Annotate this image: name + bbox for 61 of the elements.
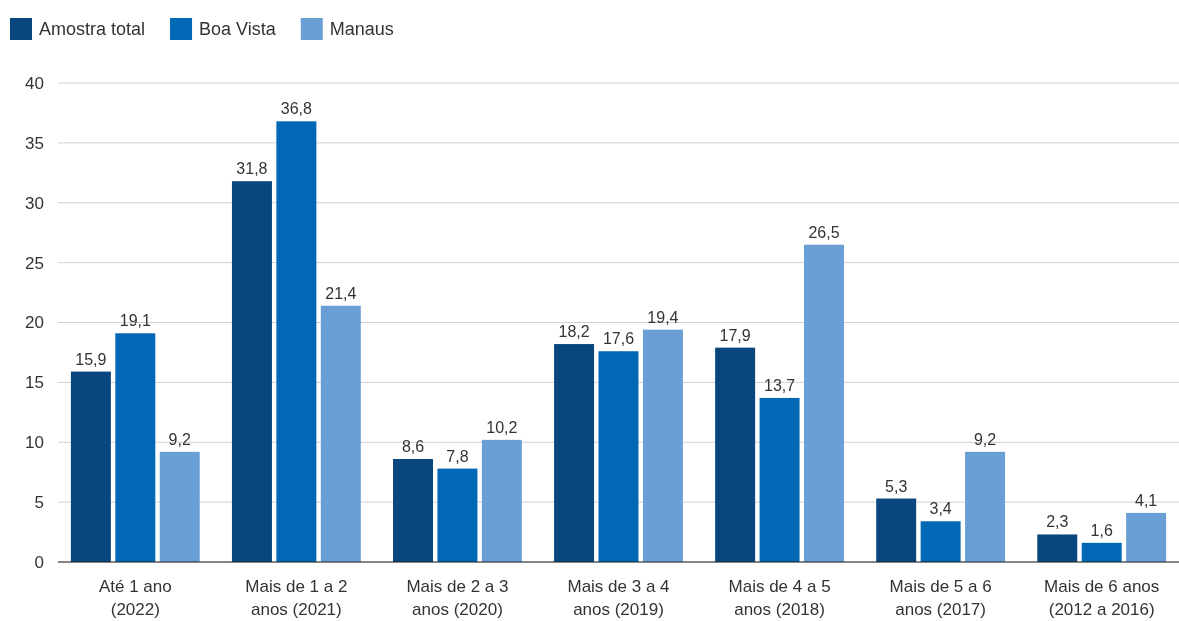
bar [437, 468, 478, 562]
x-tick-label: Mais de 1 a 2 anos (2021) [245, 577, 348, 619]
data-label: 1,6 [1090, 521, 1113, 539]
data-label: 2,3 [1046, 513, 1069, 531]
bar [965, 451, 1006, 562]
data-label: 4,1 [1135, 491, 1158, 509]
bar [1081, 542, 1122, 562]
data-label: 15,9 [75, 350, 107, 368]
bar [231, 181, 272, 562]
bar [393, 459, 433, 562]
legend-label: Manaus [329, 19, 394, 39]
data-label: 17,9 [719, 326, 751, 344]
y-tick-label: 20 [25, 313, 44, 333]
y-tick-label: 25 [25, 253, 44, 273]
bar [804, 244, 844, 562]
bar [715, 347, 756, 562]
bar [876, 498, 917, 562]
data-label: 9,2 [973, 430, 997, 448]
x-tick-label: Mais de 4 a 5 anos (2018) [728, 577, 831, 619]
x-tick-label: Mais de 2 a 3 anos (2020) [406, 577, 509, 619]
legend-label: Boa Vista [199, 19, 277, 39]
bar [481, 439, 522, 562]
data-label: 26,5 [808, 223, 840, 241]
data-label: 9,2 [168, 430, 191, 448]
data-label: 19,4 [647, 308, 679, 326]
bar [642, 329, 683, 562]
bar [70, 371, 111, 562]
bar [920, 521, 961, 562]
data-label: 17,6 [602, 330, 635, 348]
x-tick-label: Mais de 3 a 4 anos (2019) [567, 577, 670, 619]
data-label: 7,8 [446, 447, 469, 465]
y-tick-label: 35 [25, 133, 44, 153]
x-tick-label: Mais de 5 a 6 anos (2017) [889, 577, 992, 619]
data-label: 3,4 [929, 500, 952, 518]
bar [159, 451, 200, 562]
x-tick-label: Mais de 6 anos (2012 a 2016) [1044, 577, 1160, 619]
data-label: 10,2 [486, 418, 518, 436]
y-tick-label: 0 [34, 552, 44, 572]
data-label: 13,7 [763, 376, 796, 394]
bar [1126, 512, 1167, 562]
legend-label: Amostra total [39, 19, 146, 39]
y-tick-label: 30 [25, 193, 44, 213]
y-tick-label: 10 [25, 433, 44, 453]
x-tick-label: Até 1 ano (2022) [98, 577, 172, 619]
bar [115, 333, 156, 562]
y-tick-label: 5 [34, 493, 44, 513]
bar [759, 397, 800, 562]
bar [598, 351, 639, 562]
bar [554, 344, 595, 562]
data-label: 31,8 [236, 160, 268, 178]
data-label: 21,4 [325, 284, 357, 302]
bar [276, 121, 317, 562]
data-label: 36,8 [280, 100, 313, 118]
bar [320, 305, 361, 562]
bar [1037, 534, 1078, 562]
data-label: 19,1 [119, 312, 151, 330]
data-label: 8,6 [401, 438, 425, 456]
data-label: 18,2 [558, 323, 590, 341]
data-label: 5,3 [885, 477, 908, 495]
y-tick-label: 15 [25, 373, 44, 393]
y-tick-label: 40 [25, 73, 44, 93]
